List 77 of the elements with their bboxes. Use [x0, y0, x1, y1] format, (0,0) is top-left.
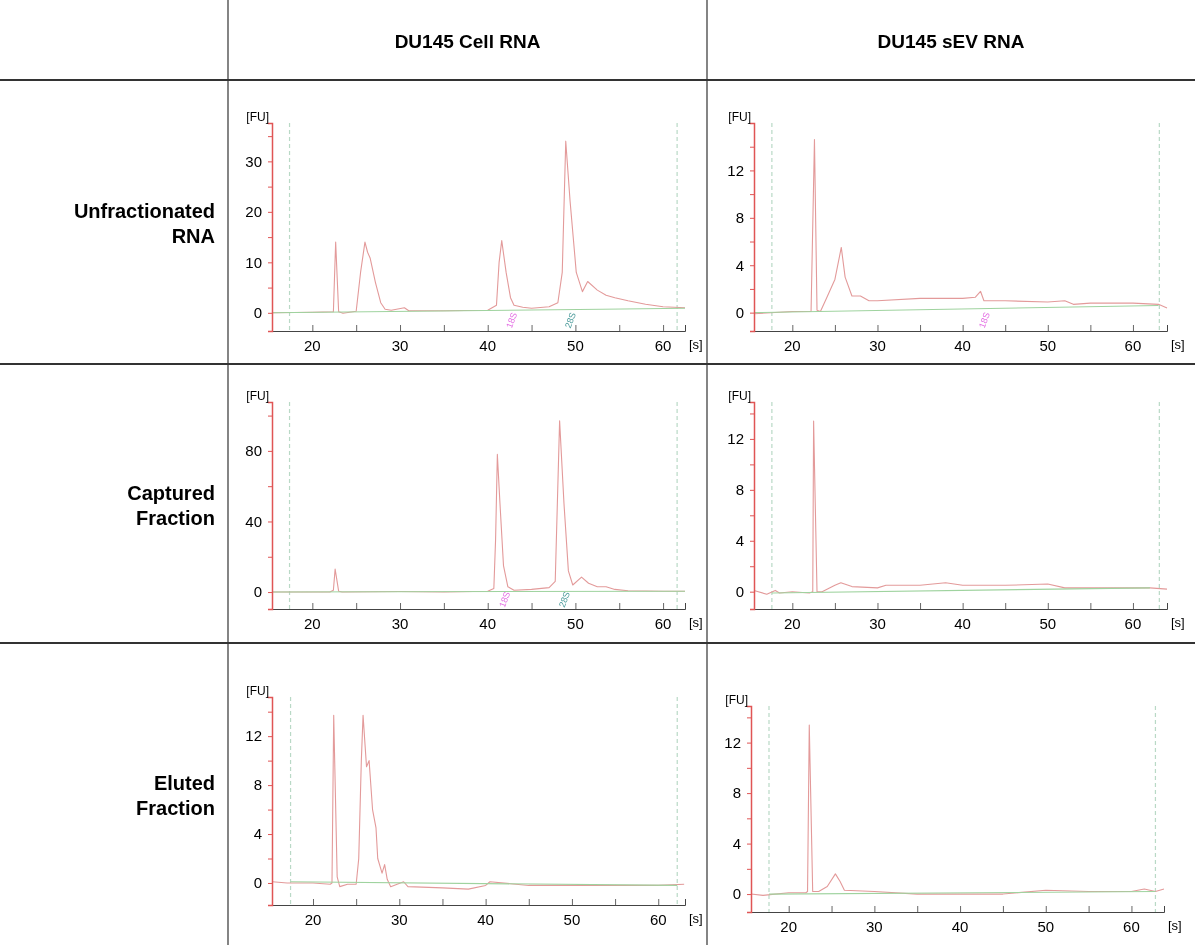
y-tick-label: 8 — [253, 776, 262, 794]
x-axis-title: [s] — [689, 337, 703, 352]
annotation: 28S — [556, 590, 572, 609]
x-tick-label: 60 — [1124, 337, 1142, 354]
x-tick-label: 20 — [780, 918, 798, 935]
x-tick-label: 60 — [1123, 918, 1140, 935]
x-tick-label: 20 — [783, 337, 801, 354]
y-tick-label: 0 — [735, 303, 744, 321]
x-tick-label: 60 — [649, 911, 667, 928]
y-tick-label: 4 — [732, 834, 741, 852]
text: Unfractionated RNA — [73, 200, 215, 247]
x-tick-label: 40 — [477, 911, 494, 928]
x-tick-label: 20 — [303, 615, 321, 632]
annotation: 18S — [976, 310, 992, 330]
x-tick-label: 50 — [567, 615, 584, 632]
x-tick-label: 60 — [1124, 615, 1142, 632]
y-tick-label: 20 — [245, 203, 262, 221]
y-tick-label: 12 — [727, 161, 744, 179]
y-axis-title: [FU] — [728, 110, 751, 124]
y-tick-label: 40 — [245, 512, 262, 530]
y-tick-label: 4 — [253, 825, 262, 843]
chart-title: DU145 sEV RNA — [877, 31, 1025, 52]
x-tick-label: 60 — [654, 337, 672, 354]
x-tick-label: 30 — [390, 911, 408, 928]
y-tick-label: 30 — [245, 152, 262, 170]
x-tick-label: 50 — [1037, 918, 1055, 935]
x-tick-label: 30 — [391, 337, 409, 354]
line-series — [753, 420, 1168, 595]
x-tick-label: 50 — [563, 911, 581, 928]
chart-title: DU145 Cell RNA — [394, 31, 541, 52]
y-tick-label: 8 — [735, 481, 744, 499]
y-tick-label: 4 — [735, 532, 744, 550]
x-axis-title: [s] — [1168, 918, 1182, 933]
y-tick-label: 0 — [253, 583, 262, 601]
x-axis-title: [s] — [689, 911, 703, 926]
y-tick-label: 12 — [727, 430, 744, 448]
y-tick-label: 4 — [735, 256, 744, 274]
y-tick-label: 12 — [245, 727, 262, 745]
x-tick-label: 40 — [954, 337, 971, 354]
y-tick-label: 10 — [245, 253, 262, 271]
annotation: 28S — [563, 311, 578, 330]
y-tick-label: 0 — [732, 885, 741, 903]
x-tick-label: 30 — [869, 337, 886, 354]
x-tick-label: 50 — [1039, 337, 1057, 354]
y-axis-title: [FU] — [728, 389, 751, 403]
y-tick-label: 80 — [245, 442, 262, 460]
x-tick-label: 50 — [567, 337, 584, 354]
x-axis-title: [s] — [1171, 337, 1185, 352]
x-axis-title: [s] — [689, 615, 703, 630]
x-tick-label: 30 — [869, 615, 886, 632]
y-tick-label: 8 — [735, 209, 744, 227]
x-tick-label: 50 — [1039, 615, 1057, 632]
text: Eluted Fraction — [136, 772, 215, 819]
x-axis-title: [s] — [1171, 615, 1185, 630]
line-series — [271, 714, 685, 890]
x-tick-label: 30 — [866, 918, 883, 935]
y-axis-title: [FU] — [725, 693, 748, 707]
x-tick-label: 40 — [951, 918, 969, 935]
y-tick-label: 8 — [732, 784, 741, 802]
x-tick-label: 30 — [391, 615, 409, 632]
x-tick-label: 40 — [954, 615, 971, 632]
x-tick-label: 20 — [304, 911, 322, 928]
y-tick-label: 0 — [735, 582, 744, 600]
x-tick-label: 20 — [783, 615, 801, 632]
y-tick-label: 0 — [253, 874, 262, 892]
x-tick-label: 40 — [479, 615, 497, 632]
y-tick-label: 0 — [253, 304, 262, 322]
annotation: 18S — [504, 311, 520, 330]
x-tick-label: 60 — [654, 615, 672, 632]
y-axis-title: [FU] — [246, 110, 269, 124]
y-axis-title: [FU] — [246, 684, 269, 698]
annotation: 18S — [497, 590, 513, 609]
x-tick-label: 20 — [303, 337, 321, 354]
y-tick-label: 12 — [724, 733, 741, 751]
y-axis-title: [FU] — [246, 389, 269, 403]
x-tick-label: 40 — [479, 337, 497, 354]
text: Captured Fraction — [127, 481, 215, 529]
